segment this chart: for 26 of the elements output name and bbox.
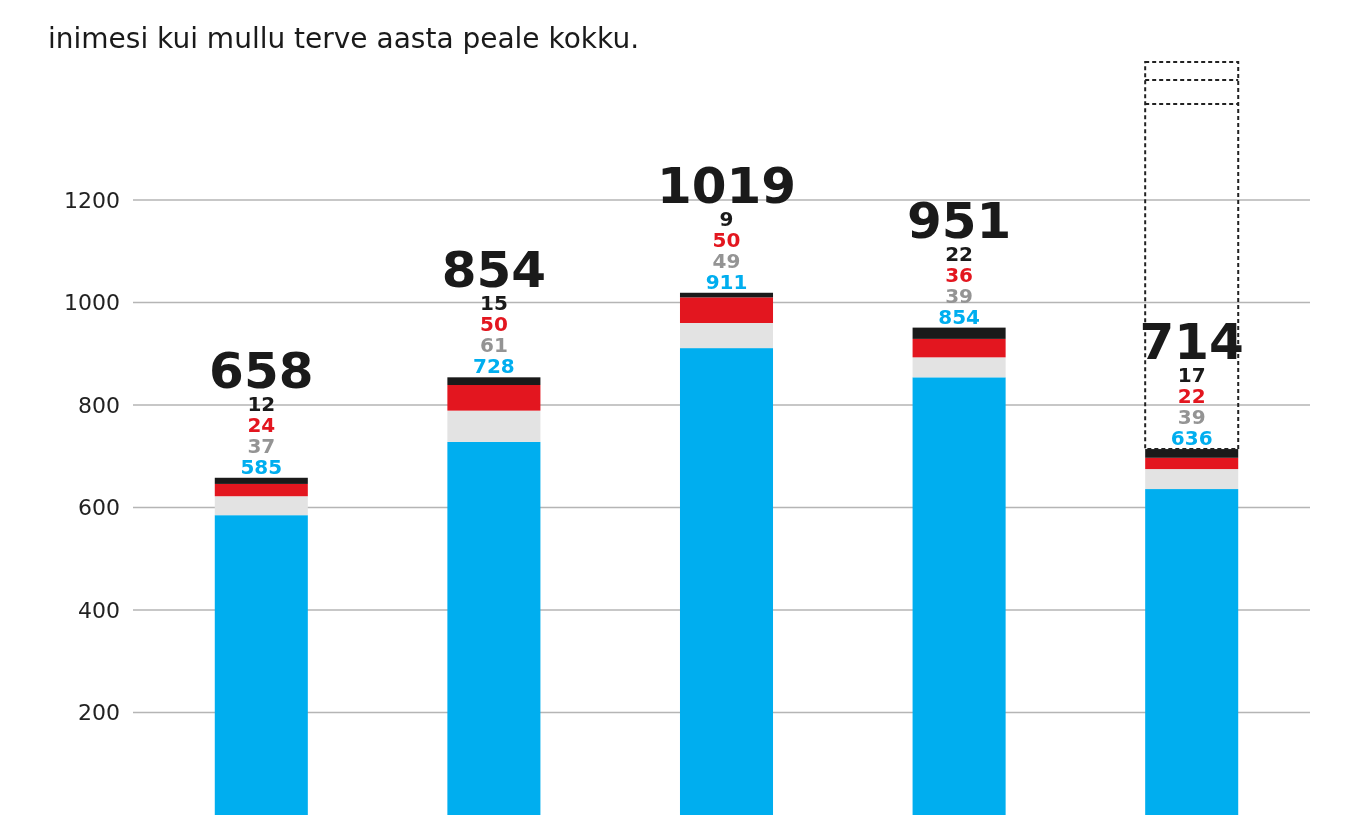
bar (447, 385, 541, 411)
bar (214, 515, 308, 815)
bar (447, 377, 541, 386)
bar (214, 477, 308, 484)
bar (912, 357, 1006, 378)
bar (912, 338, 1006, 358)
bar (447, 410, 541, 442)
bar (214, 496, 308, 516)
bar (912, 327, 1006, 339)
bar (912, 377, 1006, 815)
y-tick-label: 400 (78, 597, 120, 623)
bar (1145, 469, 1239, 490)
bar (1145, 489, 1239, 815)
y-tick-label: 1000 (64, 290, 120, 316)
y-tick-label: 200 (78, 700, 120, 726)
y-tick-label: 800 (78, 392, 120, 418)
bar (1145, 457, 1239, 470)
chart-subtitle: inimesi kui mullu terve aasta peale kokku. (48, 22, 640, 55)
bar (679, 323, 774, 349)
bar (679, 348, 774, 815)
y-tick-label: 600 (78, 495, 120, 521)
bar (679, 297, 774, 323)
bar (447, 441, 541, 815)
bar (1145, 449, 1239, 458)
bar (214, 483, 308, 497)
y-tick-label: 1200 (64, 187, 120, 213)
